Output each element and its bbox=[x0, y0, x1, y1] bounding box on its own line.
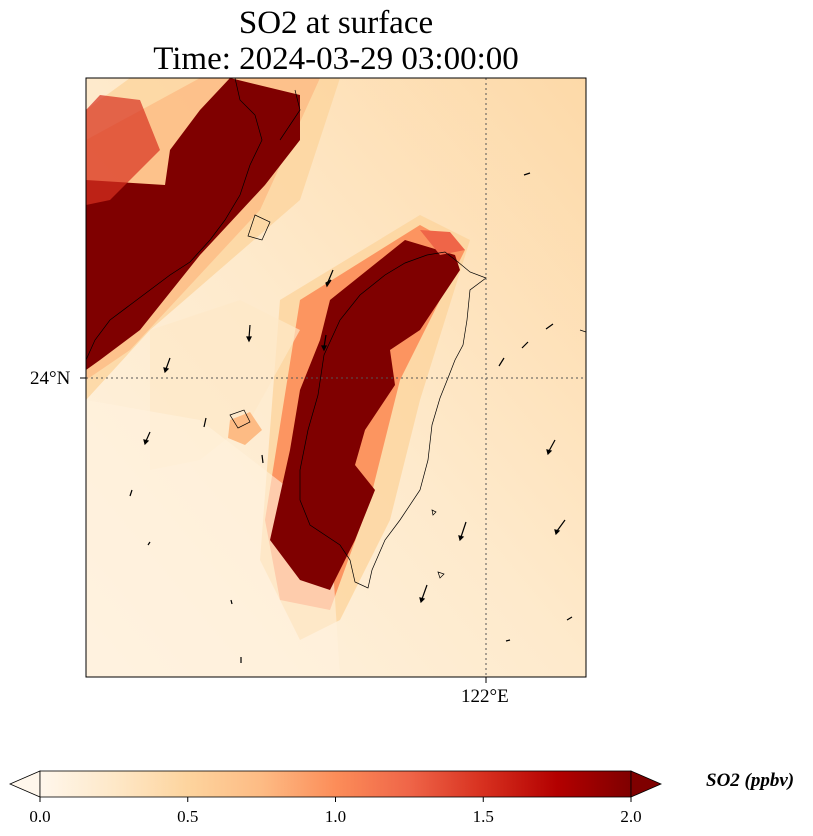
so2-map bbox=[80, 77, 587, 683]
colorbar-bar bbox=[39, 770, 632, 798]
colorbar-tick-label: 0.0 bbox=[29, 807, 51, 826]
map-title: SO2 at surface bbox=[238, 5, 434, 41]
wind-vectors bbox=[129, 172, 573, 663]
lat-tick-label: 24°N bbox=[30, 368, 71, 389]
colorbar-tick-label: 2.0 bbox=[620, 807, 642, 826]
colorbar-tick-label: 0.5 bbox=[177, 807, 199, 826]
colorbar-tick-label: 1.0 bbox=[324, 807, 347, 826]
colorbar-extend-max bbox=[630, 770, 663, 798]
map-subtitle-time: Time: 2024-03-29 03:00:00 bbox=[153, 41, 519, 77]
coastlines bbox=[86, 78, 586, 589]
lon-tick-label: 122°E bbox=[461, 686, 509, 707]
colorbar-ticks bbox=[39, 797, 632, 802]
colorbar-tick-label: 1.5 bbox=[472, 807, 494, 826]
colorbar-extend-min bbox=[8, 770, 41, 798]
gridlines bbox=[86, 78, 586, 677]
colorbar-title: SO2 (ppbv) bbox=[706, 770, 795, 791]
colorbar bbox=[8, 770, 663, 802]
